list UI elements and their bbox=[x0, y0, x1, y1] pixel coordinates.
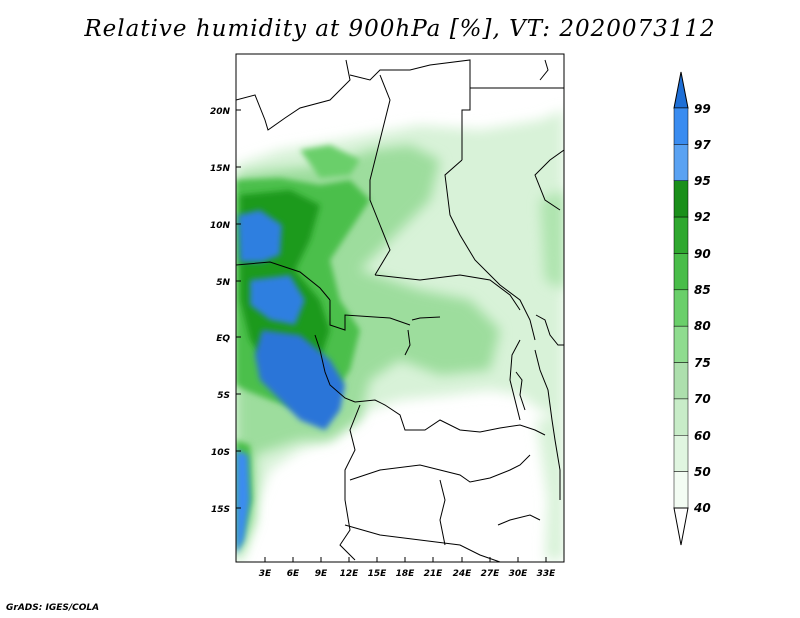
colorbar-label-95: 95 bbox=[694, 174, 711, 188]
colorbar-label-90: 90 bbox=[694, 247, 711, 261]
longitude-axis: 3E 6E 9E 12E 15E 18E 21E 24E 27E 30E 33E bbox=[259, 557, 556, 579]
colorbar-top-arrow bbox=[673, 71, 689, 109]
colorbar-label-50: 50 bbox=[694, 465, 711, 479]
humidity-field bbox=[236, 54, 564, 562]
lon-label-33e: 33E bbox=[537, 569, 557, 579]
lat-label-15n: 15N bbox=[210, 164, 231, 174]
country-borders bbox=[236, 59, 564, 562]
colorbar-segment bbox=[673, 362, 689, 400]
colorbar-label-85: 85 bbox=[694, 283, 711, 297]
colorbar-segment bbox=[673, 435, 689, 472]
lat-label-5s: 5S bbox=[217, 391, 230, 401]
colorbar-bottom-arrow bbox=[673, 507, 689, 546]
colorbar-segment bbox=[673, 144, 689, 181]
colorbar-segment bbox=[673, 289, 689, 327]
lon-label-18e: 18E bbox=[396, 569, 416, 579]
colorbar-label-70: 70 bbox=[694, 392, 711, 406]
colorbar-segment bbox=[673, 107, 689, 145]
colorbar-label-99: 99 bbox=[694, 102, 711, 116]
colorbar-segment bbox=[673, 398, 689, 436]
lon-label-21e: 21E bbox=[424, 569, 444, 579]
lon-label-15e: 15E bbox=[368, 569, 388, 579]
latitude-axis: 20N 15N 10N 5N EQ 5S 10S 15S bbox=[210, 107, 241, 515]
lat-label-20n: 20N bbox=[210, 107, 231, 117]
colorbar: 99 97 95 92 90 85 80 75 70 60 50 40 bbox=[673, 71, 711, 546]
map-title: Relative humidity at 900hPa [%], VT: 202… bbox=[84, 16, 716, 42]
lon-label-24e: 24E bbox=[453, 569, 473, 579]
colorbar-label-75: 75 bbox=[694, 356, 711, 370]
grads-credit: GrADS: IGES/COLA bbox=[6, 603, 100, 613]
colorbar-segment bbox=[673, 253, 689, 291]
colorbar-segment bbox=[673, 180, 689, 218]
lon-label-12e: 12E bbox=[340, 569, 360, 579]
colorbar-segment bbox=[673, 325, 689, 363]
colorbar-label-40: 40 bbox=[693, 501, 711, 515]
map-frame bbox=[235, 53, 565, 563]
lat-label-10s: 10S bbox=[211, 448, 230, 458]
colorbar-label-80: 80 bbox=[694, 319, 711, 333]
lat-label-5n: 5N bbox=[216, 278, 230, 288]
lat-label-10n: 10N bbox=[210, 221, 231, 231]
lon-label-9e: 9E bbox=[315, 569, 328, 579]
lon-label-27e: 27E bbox=[481, 569, 501, 579]
colorbar-label-60: 60 bbox=[694, 429, 711, 443]
colorbar-label-92: 92 bbox=[694, 210, 711, 224]
lon-label-30e: 30E bbox=[509, 569, 529, 579]
lat-label-15s: 15S bbox=[211, 505, 230, 515]
colorbar-segment bbox=[673, 471, 689, 509]
colorbar-segment bbox=[673, 216, 689, 254]
lon-label-6e: 6E bbox=[287, 569, 300, 579]
colorbar-label-97: 97 bbox=[694, 138, 711, 152]
lon-label-3e: 3E bbox=[259, 569, 272, 579]
lat-label-eq: EQ bbox=[216, 334, 230, 344]
